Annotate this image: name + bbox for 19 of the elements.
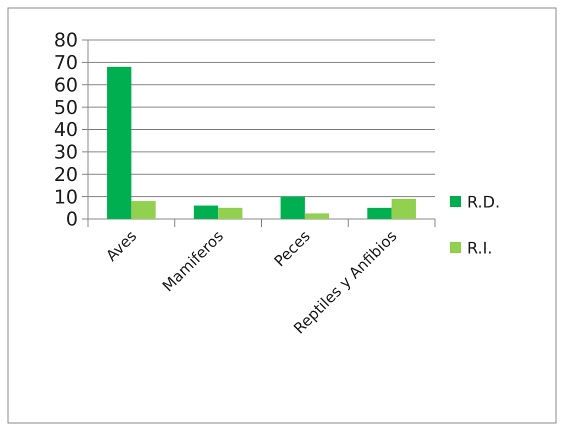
- y-tick-label: 40: [54, 119, 78, 142]
- bar: [304, 213, 330, 219]
- y-tick-label: 50: [54, 96, 78, 119]
- bar: [107, 66, 132, 219]
- bar: [367, 208, 392, 219]
- y-tick-label: 0: [66, 208, 78, 231]
- bar: [131, 201, 156, 219]
- legend-label: R.I.: [467, 238, 492, 258]
- bar: [280, 196, 305, 219]
- legend-label: R.D.: [467, 192, 500, 212]
- y-tick-label: 60: [54, 74, 78, 96]
- y-tick-label: 70: [54, 52, 78, 74]
- bar: [218, 208, 242, 219]
- bar: [392, 198, 416, 219]
- y-tick-label: 30: [54, 142, 78, 164]
- y-tick-label: 80: [54, 30, 78, 52]
- y-tick-label: 10: [54, 186, 78, 208]
- y-tick-label: 20: [54, 164, 78, 186]
- bar: [194, 206, 218, 219]
